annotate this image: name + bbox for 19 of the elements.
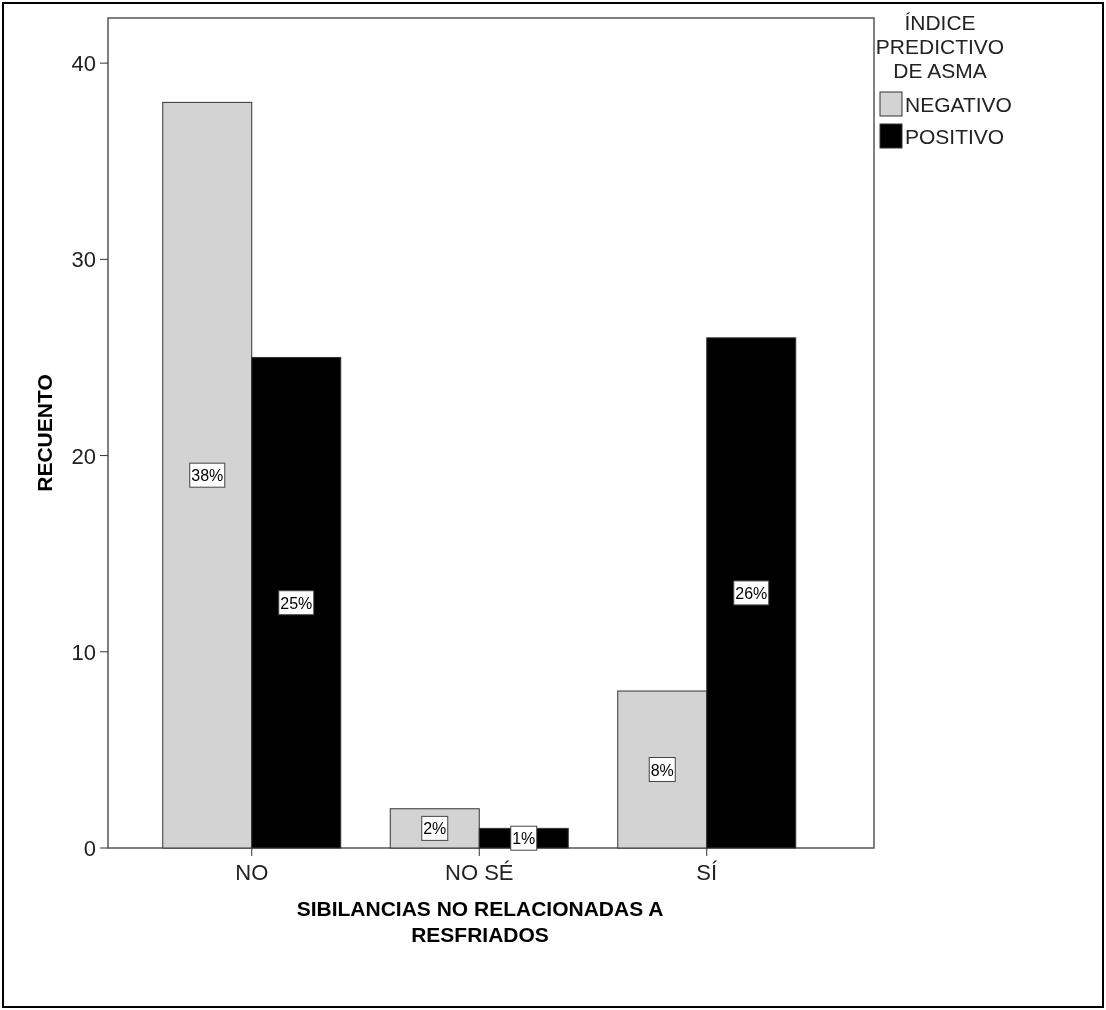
y-tick-label: 0: [83, 836, 96, 861]
data-label: 38%: [191, 467, 224, 485]
y-tick-label: 40: [71, 51, 96, 77]
x-tick-label: NO SÉ: [445, 860, 514, 885]
y-tick-label: 30: [71, 247, 96, 273]
legend-label: NEGATIVO: [905, 93, 1012, 116]
data-label: 8%: [650, 761, 674, 779]
y-axis-title: RECUENTO: [33, 374, 56, 492]
legend-label: POSITIVO: [905, 125, 1005, 148]
x-tick-label: NO: [235, 860, 269, 885]
x-axis-title: SIBILANCIAS NO RELACIONADAS A RESFRIADOS: [296, 897, 664, 946]
y-tick-label: 20: [71, 443, 96, 469]
data-label: 25%: [280, 594, 313, 612]
x-tick-label: SÍ: [696, 860, 719, 885]
data-label: 2%: [423, 820, 447, 838]
data-label: 1%: [512, 830, 536, 848]
legend-title: ÍNDICE PREDICTIVO DE ASMA: [875, 11, 1005, 82]
data-label: 26%: [735, 584, 768, 602]
y-tick-label: 10: [71, 639, 96, 665]
